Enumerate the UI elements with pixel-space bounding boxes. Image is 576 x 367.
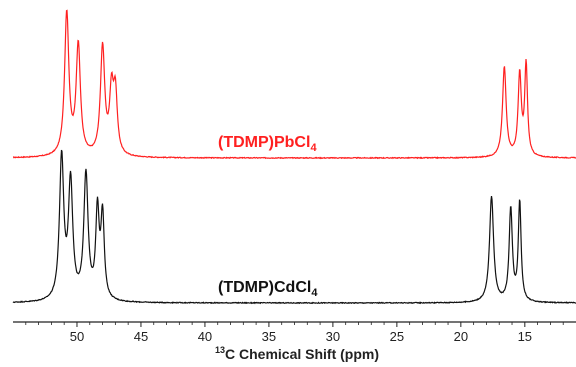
spectrum-line-pbcl4 — [12, 9, 576, 160]
x-tick-label-15: 15 — [518, 329, 532, 344]
series-label-cd: (TDMP)CdCl4 — [218, 279, 318, 299]
series-label-pb: (TDMP)PbCl4 — [218, 134, 317, 154]
spectrum-line-cdcl4 — [12, 149, 576, 305]
x-axis-title: 13C Chemical Shift (ppm) — [215, 345, 379, 362]
x-tick-label-30: 30 — [326, 329, 340, 344]
x-axis-ticks: 50 45 40 35 30 25 20 15 — [25, 322, 564, 344]
x-tick-label-25: 25 — [390, 329, 404, 344]
x-tick-label-50: 50 — [70, 329, 84, 344]
plot-area — [12, 9, 576, 305]
x-tick-label-45: 45 — [134, 329, 148, 344]
x-tick-label-40: 40 — [198, 329, 212, 344]
x-tick-label-35: 35 — [262, 329, 276, 344]
x-tick-label-20: 20 — [454, 329, 468, 344]
